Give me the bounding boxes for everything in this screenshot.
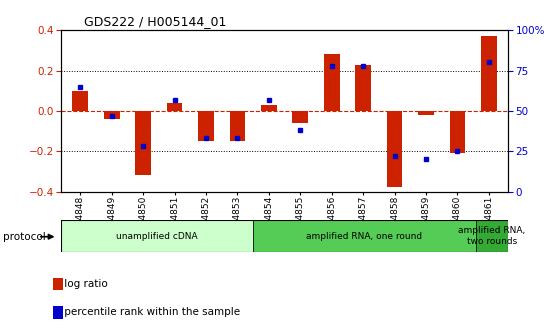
Bar — [73, 91, 88, 111]
Bar — [229, 111, 246, 141]
Bar — [387, 111, 402, 187]
Text: log ratio: log ratio — [61, 279, 108, 289]
Text: amplified RNA, one round: amplified RNA, one round — [306, 232, 422, 241]
Text: protocol: protocol — [3, 232, 46, 242]
Bar — [135, 111, 151, 175]
Text: GDS222 / H005144_01: GDS222 / H005144_01 — [84, 15, 226, 28]
Bar — [261, 105, 277, 111]
Bar — [167, 103, 182, 111]
Bar — [355, 65, 371, 111]
Bar — [476, 220, 508, 252]
Bar — [198, 111, 214, 141]
Text: unamplified cDNA: unamplified cDNA — [116, 232, 198, 241]
Text: percentile rank within the sample: percentile rank within the sample — [61, 307, 240, 318]
Bar — [104, 111, 119, 119]
Bar — [61, 220, 253, 252]
Text: amplified RNA,
two rounds: amplified RNA, two rounds — [458, 226, 526, 246]
Bar — [253, 220, 476, 252]
Bar — [481, 36, 497, 111]
Bar — [324, 54, 340, 111]
Bar — [450, 111, 465, 153]
Bar — [418, 111, 434, 115]
Bar — [292, 111, 308, 123]
